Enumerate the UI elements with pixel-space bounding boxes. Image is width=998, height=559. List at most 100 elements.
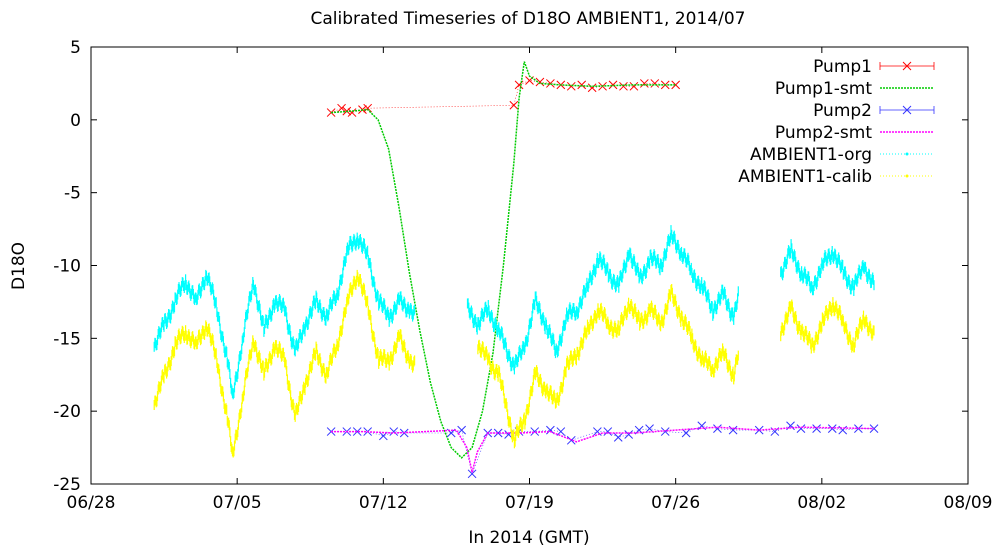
data-point: [262, 315, 264, 326]
data-point: [239, 409, 241, 420]
data-point: [215, 297, 217, 308]
data-point: [596, 253, 598, 263]
legend-label: Pump2: [813, 101, 872, 121]
data-point: [547, 386, 549, 397]
data-point: [288, 380, 290, 391]
data-point: [509, 100, 519, 110]
data-point: [782, 267, 784, 278]
data-point: [337, 103, 346, 113]
data-point: [814, 340, 816, 351]
data-point: [660, 321, 662, 332]
data-point: [696, 350, 698, 361]
data-point: [596, 313, 598, 324]
data-point: [669, 232, 671, 243]
data-point: [733, 307, 735, 318]
data-point: [389, 355, 391, 366]
data-point: [295, 340, 297, 351]
data-point: [641, 274, 643, 285]
data-point: [871, 330, 873, 341]
data-point: [639, 271, 641, 282]
data-point: [821, 312, 823, 323]
data-point: [226, 357, 228, 368]
data-point: [230, 436, 232, 447]
data-point: [827, 249, 829, 260]
data-point: [594, 265, 596, 276]
data-point: [564, 366, 566, 377]
data-point: [389, 427, 399, 436]
data-point: [663, 315, 665, 326]
data-point: [236, 430, 238, 441]
data-point: [255, 287, 257, 298]
data-point: [678, 244, 680, 255]
data-point: [231, 388, 234, 399]
y-tick-label: 0: [70, 111, 81, 131]
data-point: [863, 316, 865, 327]
data-point: [845, 270, 847, 281]
data-point: [838, 252, 840, 263]
data-point: [614, 279, 616, 290]
data-point: [299, 329, 301, 340]
data-point: [346, 245, 348, 256]
data-point: [359, 274, 361, 284]
data-point: [618, 282, 620, 293]
data-point: [572, 303, 574, 313]
data-point: [294, 411, 296, 422]
data-point: [616, 275, 619, 286]
data-point: [604, 308, 606, 319]
data-point: [178, 282, 180, 293]
data-point: [252, 338, 254, 349]
data-point: [277, 347, 279, 358]
data-point: [857, 268, 859, 278]
data-point: [166, 317, 168, 328]
data-point: [724, 289, 726, 300]
data-point: [215, 348, 217, 359]
data-point: [384, 299, 386, 310]
data-point: [635, 265, 637, 276]
data-point: [649, 249, 651, 260]
data-point: [795, 314, 797, 325]
data-point: [479, 347, 482, 358]
data-point: [801, 323, 803, 334]
data-point: [210, 336, 212, 347]
data-point: [872, 328, 874, 339]
data-point: [481, 307, 483, 318]
data-point: [712, 308, 715, 319]
data-point: [487, 306, 489, 317]
data-point: [556, 427, 566, 436]
data-point: [819, 267, 821, 278]
data-point: [638, 311, 640, 322]
data-point: [553, 334, 555, 345]
data-point: [844, 266, 846, 277]
data-point: [331, 355, 333, 366]
data-point: [327, 367, 330, 377]
data-point: [477, 344, 479, 355]
data-point: [798, 321, 800, 331]
data-point: [545, 319, 547, 330]
data-point: [754, 425, 764, 435]
data-point: [834, 248, 836, 259]
data-point: [243, 390, 245, 401]
data-point: [186, 334, 189, 345]
data-point: [252, 335, 254, 346]
data-point: [533, 368, 535, 379]
data-point: [277, 301, 279, 311]
data-point: [616, 324, 619, 335]
data-point: [393, 345, 395, 356]
data-point: [791, 301, 793, 312]
data-point: [476, 324, 478, 335]
data-point: [525, 408, 527, 419]
data-point: [793, 251, 795, 262]
data-point: [868, 322, 870, 333]
data-point: [695, 340, 697, 351]
data-point: [643, 318, 645, 329]
data-point: [162, 317, 164, 327]
data-point: [873, 280, 875, 291]
data-point: [222, 386, 224, 397]
data-point: [688, 321, 690, 332]
data-point: [171, 300, 174, 311]
data-point: [686, 257, 688, 268]
data-point: [332, 294, 334, 305]
data-point: [364, 243, 366, 254]
data-point: [486, 349, 488, 360]
data-point: [539, 309, 542, 320]
